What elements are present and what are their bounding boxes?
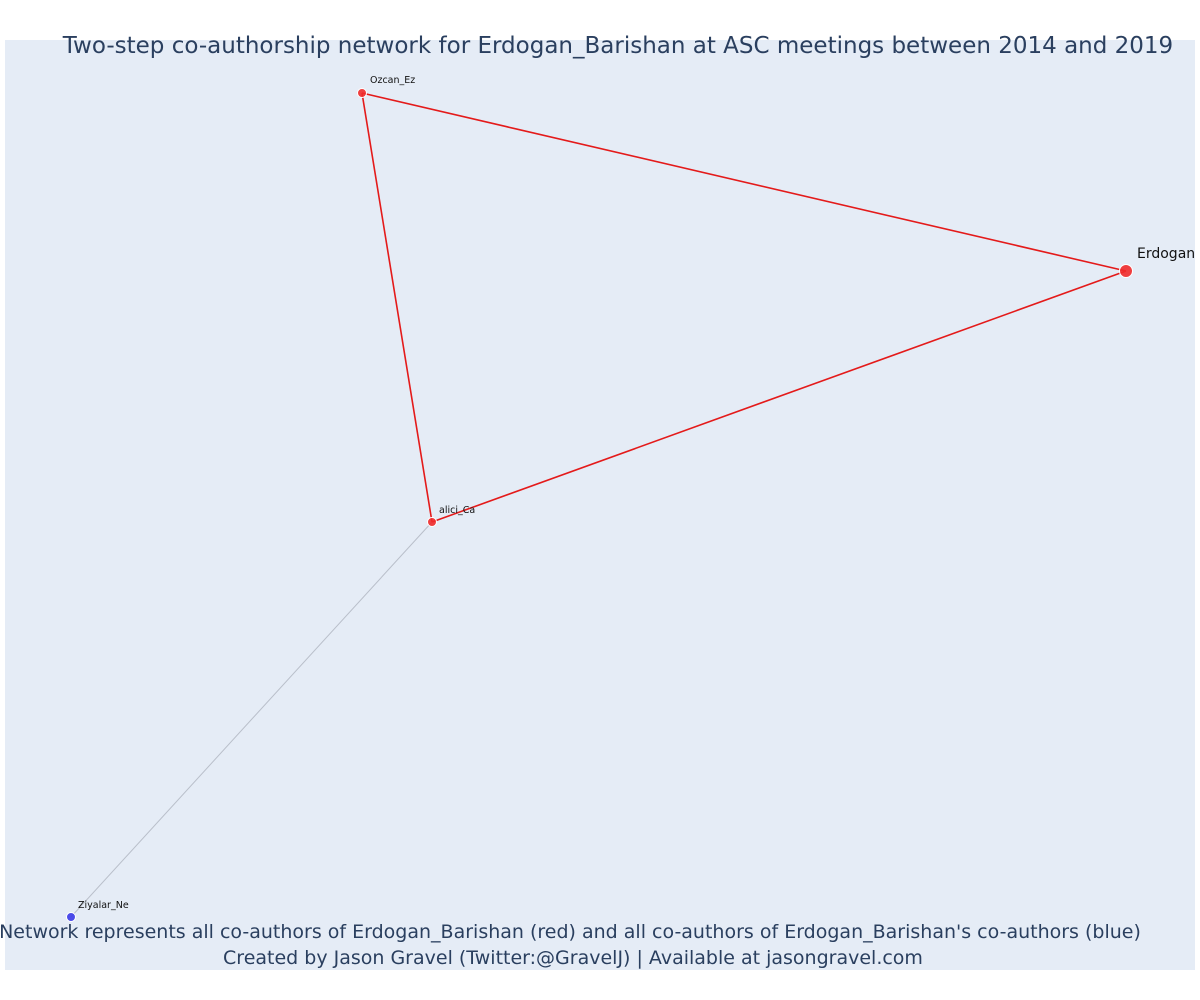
nodes-layer: [66, 88, 1133, 922]
node-Ziyalar_Ne[interactable]: [66, 912, 76, 922]
edge-Ozcan_Ez-Erdogan_Barishan: [361, 92, 1127, 272]
edge-Ozcan_Ez-alici_Ca: [361, 92, 433, 523]
node-alici_Ca[interactable]: [427, 517, 437, 527]
edge-alici_Ca-Erdogan_Barishan: [431, 270, 1127, 523]
node-label-alici_Ca: alici_Ca: [439, 505, 475, 516]
edge-alici_Ca-Ziyalar_Ne: [70, 521, 433, 918]
node-Erdogan_Barishan[interactable]: [1119, 264, 1133, 278]
node-label-Ziyalar_Ne: Ziyalar_Ne: [78, 900, 129, 911]
labels-layer: Erdogan Ozcan_Ez alici_Ca Ziyalar_Ne: [78, 75, 1195, 911]
node-Ozcan_Ez[interactable]: [357, 88, 367, 98]
node-label-Ozcan_Ez: Ozcan_Ez: [370, 75, 415, 86]
caption-line-1: Network represents all co-authors of Erd…: [0, 921, 1141, 943]
chart-title: Two-step co-authorship network for Erdog…: [62, 33, 1173, 59]
node-label-Erdogan_Barishan: Erdogan: [1137, 246, 1195, 262]
plot-background: [5, 40, 1195, 970]
caption-line-2: Created by Jason Gravel (Twitter:@Gravel…: [223, 947, 923, 969]
edges-layer: [70, 92, 1127, 918]
